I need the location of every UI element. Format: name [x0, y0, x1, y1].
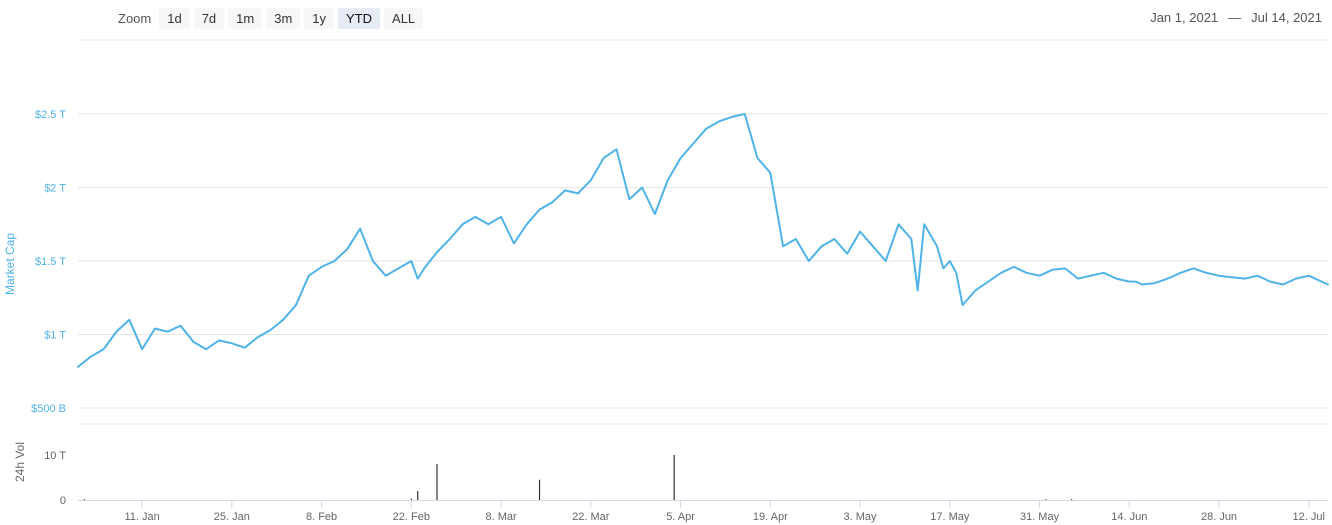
zoom-label: Zoom — [118, 10, 152, 26]
zoom-bar: Zoom 1d 7d 1m 3m 1y YTD ALL — [118, 7, 424, 29]
zoom-3m-button[interactable]: 3m — [266, 7, 301, 29]
y-tick-label: $1.5 T — [35, 256, 66, 268]
zoom-1m-button[interactable]: 1m — [228, 7, 263, 29]
x-tick-label: 19. Apr — [753, 511, 788, 523]
zoom-1y-button[interactable]: 1y — [304, 7, 335, 29]
y-tick-label: $2.5 T — [35, 109, 66, 121]
zoom-all-button[interactable]: ALL — [384, 7, 424, 29]
x-tick-label: 12. Jul — [1293, 511, 1325, 523]
market-cap-line — [77, 113, 1329, 368]
date-range: Jan 1, 2021 — Jul 14, 2021 — [1150, 10, 1322, 25]
y-tick-label: $500 B — [31, 403, 66, 415]
x-tick-label: 14. Jun — [1111, 511, 1147, 523]
x-tick-label: 31. May — [1020, 511, 1060, 523]
axis-layer: $500 B $1 T $1.5 T $2 T $2.5 T Market Cap 0 10 … — [3, 109, 1328, 523]
x-tick-label: 5. Apr — [666, 511, 695, 523]
x-tick-label: 17. May — [930, 511, 970, 523]
zoom-1d-button[interactable]: 1d — [159, 7, 190, 29]
grid-layer — [78, 39, 1328, 425]
y-tick-label: $1 T — [44, 330, 66, 342]
zoom-7d-button[interactable]: 7d — [193, 7, 225, 29]
x-tick-label: 3. May — [844, 511, 878, 523]
series-layer — [77, 113, 1329, 368]
x-tick-label: 8. Feb — [306, 511, 337, 523]
y-tick-label: $2 T — [44, 183, 66, 195]
date-range-separator: — — [1228, 10, 1242, 25]
volume-axis-label: 24h Vol — [13, 442, 27, 482]
x-tick-label: 28. Jun — [1201, 511, 1237, 523]
volume-tick-label: 0 — [60, 495, 66, 507]
x-tick-label: 22. Feb — [393, 511, 430, 523]
y-axis-label: Market Cap — [3, 233, 17, 295]
volume-layer — [83, 455, 1073, 500]
date-range-end[interactable]: Jul 14, 2021 — [1251, 10, 1322, 25]
date-range-start[interactable]: Jan 1, 2021 — [1150, 10, 1219, 25]
x-tick-label: 11. Jan — [124, 511, 159, 523]
volume-tick-label: 10 T — [44, 450, 66, 462]
x-tick-label: 8. Mar — [485, 511, 517, 523]
x-tick-label: 25. Jan — [214, 511, 250, 523]
x-tick-label: 22. Mar — [572, 511, 610, 523]
zoom-ytd-button[interactable]: YTD — [338, 7, 381, 29]
